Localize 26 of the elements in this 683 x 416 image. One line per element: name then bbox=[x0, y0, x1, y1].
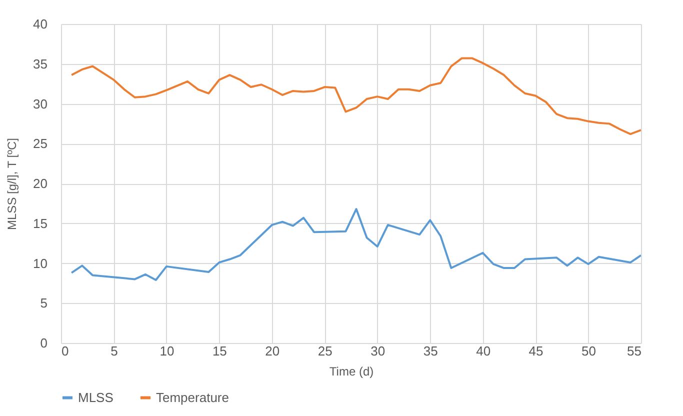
x-tick-label: 20 bbox=[265, 344, 280, 358]
y-tick-label: 40 bbox=[33, 16, 48, 32]
y-tick-label: 30 bbox=[33, 96, 48, 112]
y-tick-label: 15 bbox=[33, 216, 48, 231]
y-tick-label: 25 bbox=[33, 136, 48, 152]
x-tick-label: 10 bbox=[160, 344, 174, 358]
x-tick-label: 40 bbox=[476, 344, 491, 358]
y-axis-title: MLSS [g/l], T [ºC] bbox=[5, 138, 20, 230]
x-tick-label: 50 bbox=[582, 344, 596, 358]
y-tick-label: 5 bbox=[40, 296, 48, 311]
x-tick-label: 45 bbox=[528, 344, 544, 358]
x-tick-label: 5 bbox=[110, 344, 118, 358]
y-tick-label: 10 bbox=[33, 256, 48, 271]
x-tick-label: 15 bbox=[212, 344, 227, 358]
x-tick-label: 55 bbox=[627, 344, 642, 358]
x-tick-label: 25 bbox=[318, 344, 332, 358]
x-tick-label: 30 bbox=[370, 344, 386, 358]
legend-label: Temperature bbox=[156, 390, 229, 405]
x-axis-title: Time (d) bbox=[329, 364, 374, 378]
line-series bbox=[70, 208, 641, 281]
x-tick-label: 0 bbox=[62, 344, 69, 358]
x-tick-label: 35 bbox=[423, 344, 438, 358]
y-tick-label: 20 bbox=[33, 176, 48, 191]
y-tick-label: 35 bbox=[33, 56, 48, 72]
line-series bbox=[70, 57, 641, 136]
legend-label: MLSS bbox=[78, 390, 114, 405]
